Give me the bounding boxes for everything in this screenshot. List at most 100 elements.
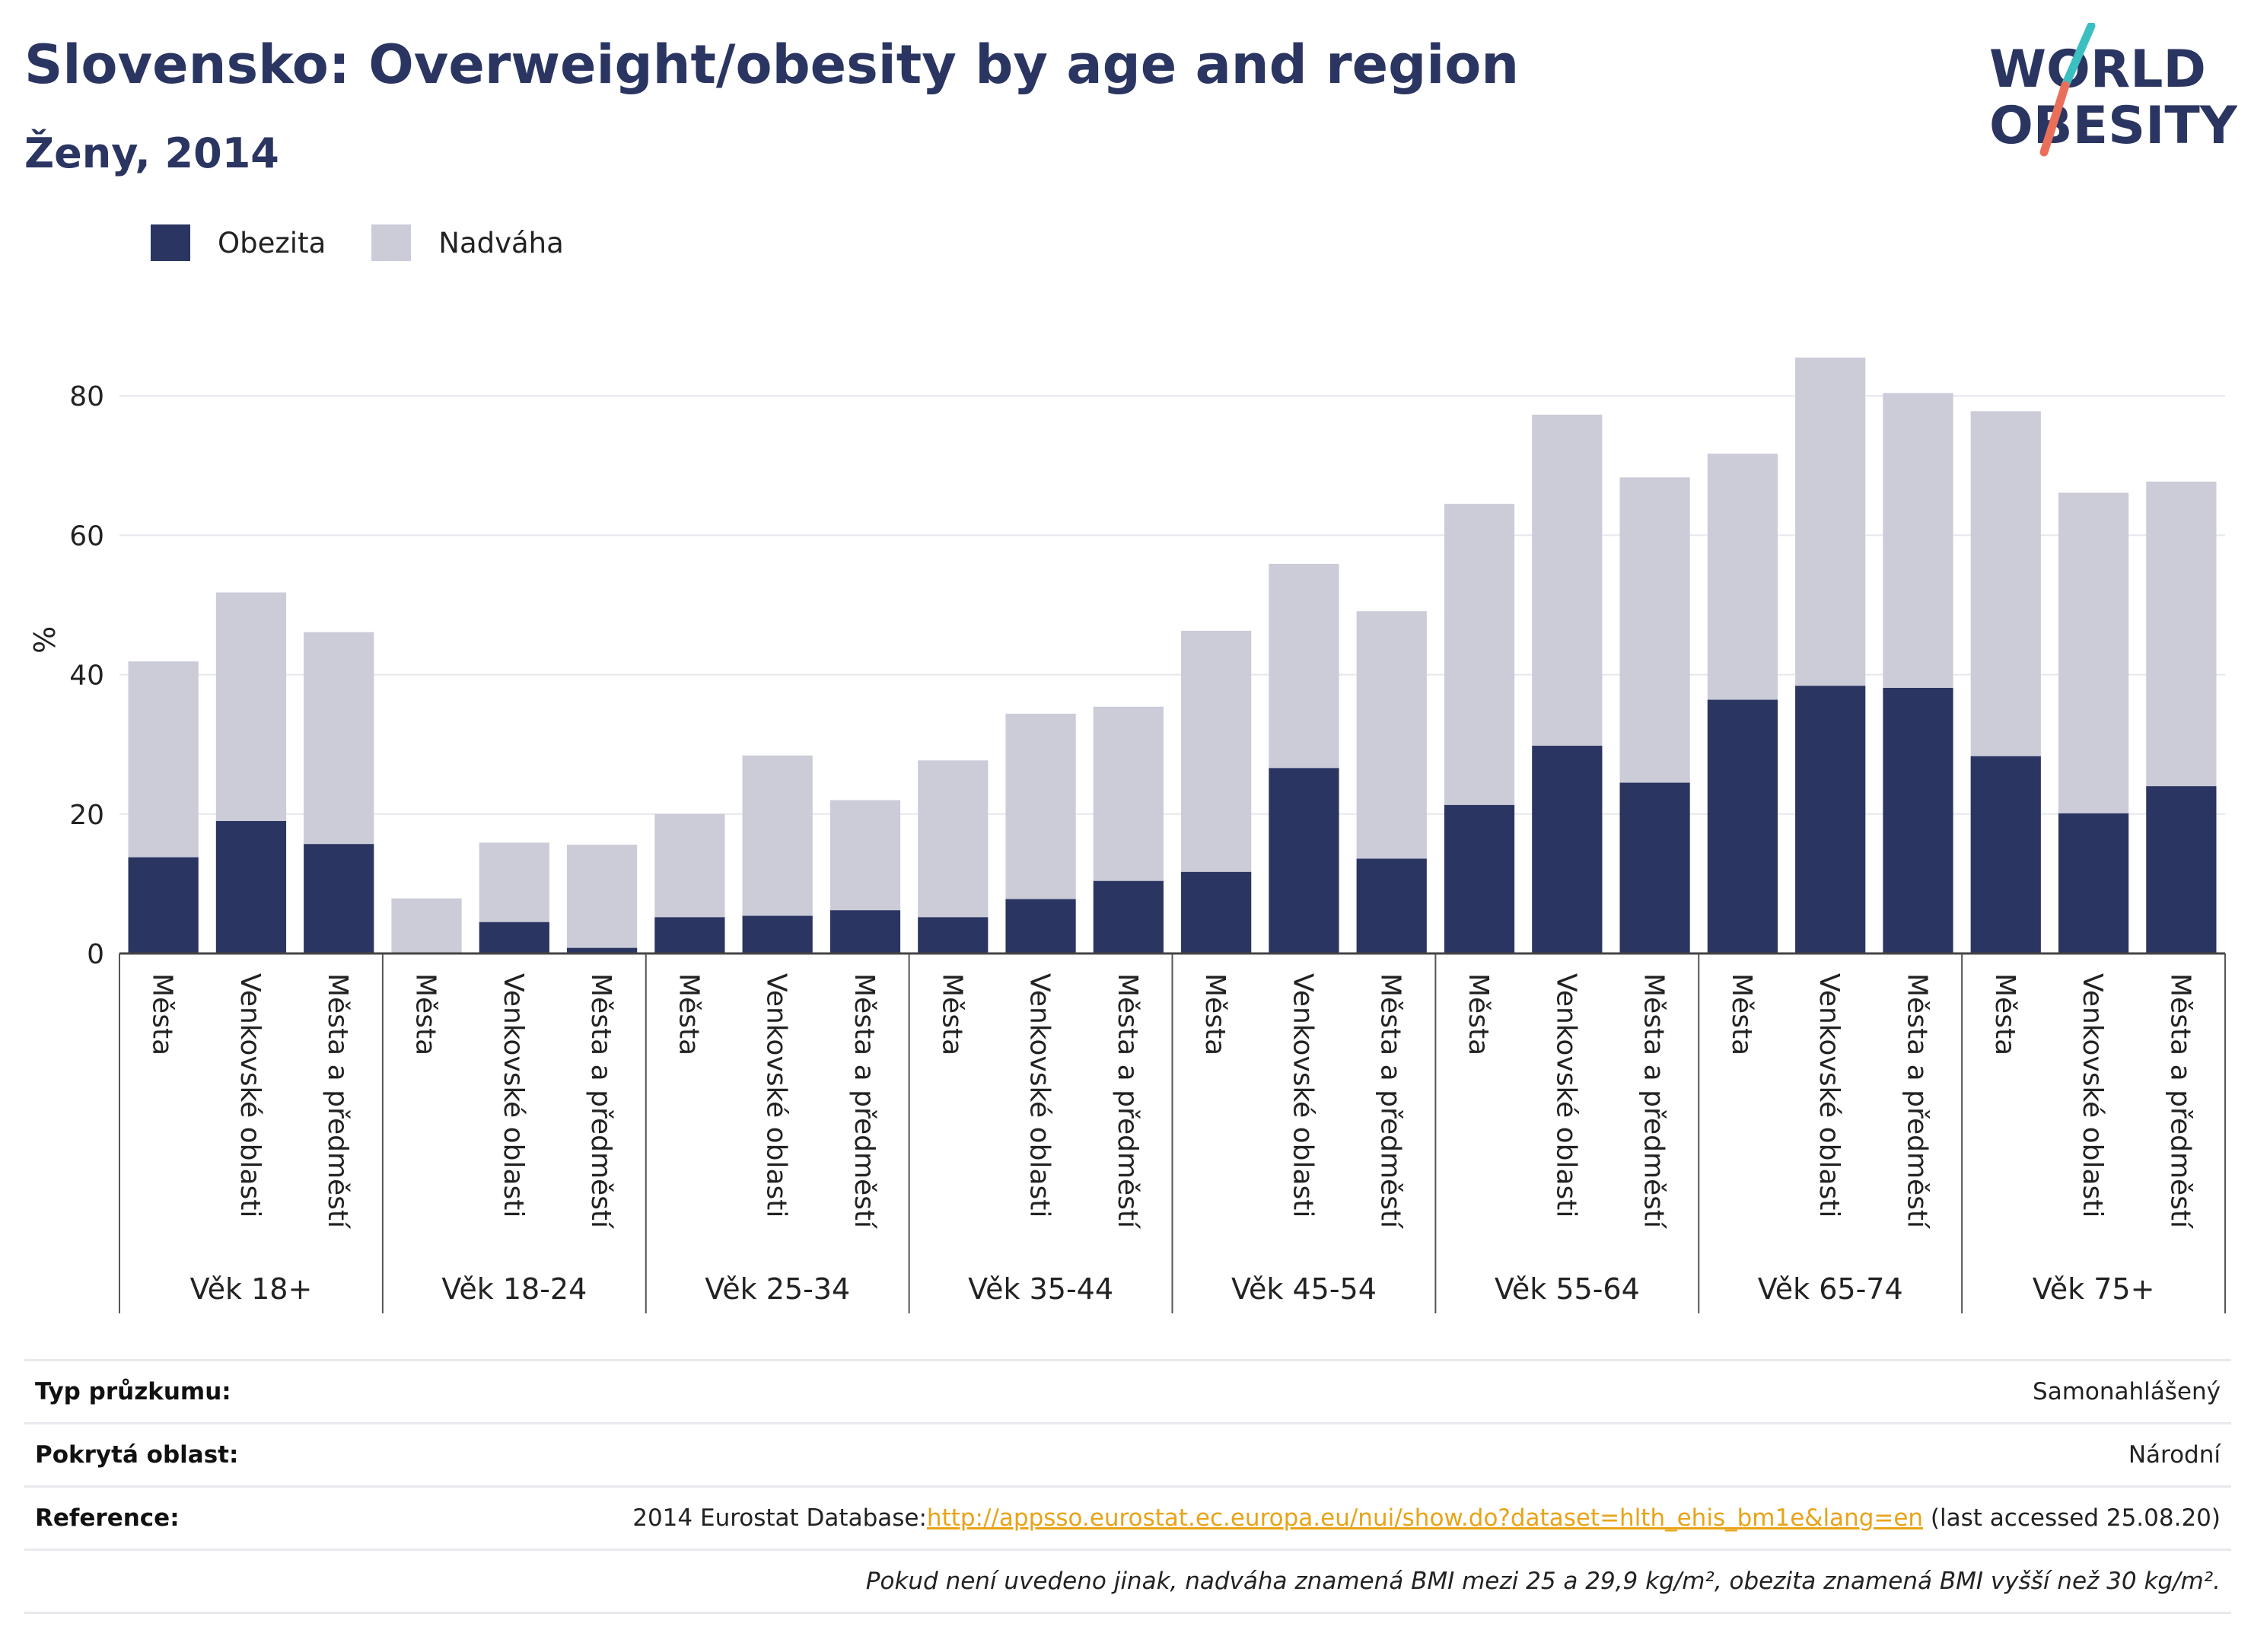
x-tick-label: Města a předměstí [1112,973,1143,1229]
info-row-reference: Reference: 2014 Eurostat Database:http:/… [24,1485,2231,1550]
bar-obezita [742,915,813,953]
x-tick-label: Venkovské oblasti [1550,973,1581,1218]
bar-obezita [566,947,638,953]
x-tick-label: Města a předměstí [1638,973,1670,1229]
area-label: Pokrytá oblast: [24,1422,365,1487]
logo-slash-bottom [2039,81,2070,157]
group-label: Věk 18-24 [441,1272,587,1306]
x-tick-label: Města a předměstí [2164,973,2195,1229]
info-table: Typ průzkumu: Samonahlášený Pokrytá obla… [24,1359,2231,1614]
chart-title: Slovensko: Overweight/obesity by age and… [24,33,1520,96]
x-tick-label: Města [1199,973,1231,1055]
x-tick-label: Města [1726,973,1757,1055]
x-tick-label: Města [673,973,704,1055]
group-label: Věk 45-54 [1231,1272,1377,1306]
x-tick-label: Venkovské oblasti [1813,973,1845,1218]
x-tick-label: Města [147,973,178,1055]
bar-nadvaha [742,755,813,916]
bar-obezita [1444,804,1515,953]
bar-nadvaha [1619,477,1690,783]
legend-label-nadvaha: Nadváha [438,226,564,259]
y-tick-label: 0 [87,939,104,970]
x-tick-label: Venkovské oblasti [498,973,529,1218]
bar-obezita [654,917,725,953]
bar-obezita [479,921,549,953]
bar-nadvaha [1093,706,1164,881]
bar-nadvaha [391,898,462,953]
x-tick-label: Města [1463,973,1494,1055]
y-tick-label: 80 [69,381,104,412]
bar-obezita [1970,756,2041,953]
y-axis-label: % [28,626,62,654]
group-label: Věk 65-74 [1758,1272,1903,1306]
group-label: Věk 25-34 [705,1272,850,1306]
bar-nadvaha [1269,563,1339,769]
info-row-survey-type: Typ průzkumu: Samonahlášený [24,1359,2231,1424]
bar-obezita [1619,782,1690,953]
y-tick-label: 40 [69,660,104,692]
bar-nadvaha [654,813,725,918]
bar-obezita [2146,786,2217,953]
x-tick-label: Města [1989,973,2020,1055]
info-row-note: Pokud není uvedeno jinak, nadváha znamen… [24,1549,2231,1614]
reference-prefix: 2014 Eurostat Database: [632,1504,927,1532]
x-tick-label: Města a předměstí [1901,973,1932,1229]
y-tick-label: 60 [69,520,104,552]
reference-link[interactable]: http://appsso.eurostat.ec.europa.eu/nui/… [926,1504,1924,1532]
bar-obezita [1883,688,1953,953]
bar-nadvaha [918,760,989,918]
bar-obezita [1269,768,1339,953]
logo-line1: WORLD [1989,40,2206,100]
y-tick-label: 20 [69,800,104,831]
x-tick-label: Města a předměstí [849,973,880,1229]
bar-nadvaha [1883,393,1953,689]
bar-obezita [1181,871,1252,953]
logo-line2: OBESITY [1989,96,2237,156]
bar-nadvaha [1532,414,1603,746]
group-label: Věk 55-64 [1495,1272,1640,1306]
x-tick-label: Města [410,973,441,1055]
legend-swatch-nadvaha [371,224,412,261]
bar-nadvaha [1181,630,1252,872]
bar-nadvaha [566,845,638,948]
note-spacer [24,1549,365,1614]
bar-chart: 0 20 40 60 80% Města Venkovské oblasti Města a … [28,357,2226,1313]
bar-nadvaha [479,842,549,922]
x-tick-label: Venkovské oblasti [2077,973,2108,1218]
bar-obezita [1795,686,1866,953]
bar-nadvaha [1795,357,1866,686]
group-label: Věk 18+ [190,1272,313,1306]
reference-value: 2014 Eurostat Database:http://appsso.eur… [365,1485,2231,1550]
world-obesity-logo: WORLD OBESITY [1989,23,2237,157]
bar-nadvaha [829,800,901,911]
logo-slash-top [2061,23,2096,90]
legend-item-obezita[interactable]: Obezita [151,224,326,261]
survey-type-label: Typ průzkumu: [24,1359,365,1424]
x-tick-label: Města a předměstí [322,973,353,1229]
bar-obezita [128,857,199,953]
bar-nadvaha [1005,713,1076,899]
group-label: Věk 75+ [2033,1272,2155,1306]
bar-nadvaha [304,632,374,845]
x-tick-label: Města a předměstí [1375,973,1406,1229]
reference-suffix: (last accessed 25.08.20) [1923,1504,2221,1532]
bar-obezita [304,844,374,953]
bar-obezita [1093,880,1164,953]
chart-subtitle: Ženy, 2014 [24,129,279,177]
info-row-area: Pokrytá oblast: Národní [24,1422,2231,1487]
bar-nadvaha [1707,454,1778,700]
reference-label: Reference: [24,1485,365,1550]
definition-note: Pokud není uvedeno jinak, nadváha znamen… [365,1549,2231,1614]
bar-nadvaha [1970,411,2041,756]
x-tick-label: Venkovské oblasti [1287,973,1318,1218]
area-value: Národní [365,1422,2231,1487]
x-tick-label: Venkovské oblasti [1024,973,1055,1218]
x-tick-label: Venkovské oblasti [761,973,792,1218]
legend-item-nadvaha[interactable]: Nadváha [371,224,564,261]
bar-obezita [1356,858,1427,953]
bar-obezita [215,820,287,953]
x-tick-label: Venkovské oblasti [234,973,266,1218]
survey-type-value: Samonahlášený [365,1359,2231,1424]
group-label: Věk 35-44 [968,1272,1113,1306]
bar-nadvaha [2058,492,2129,813]
